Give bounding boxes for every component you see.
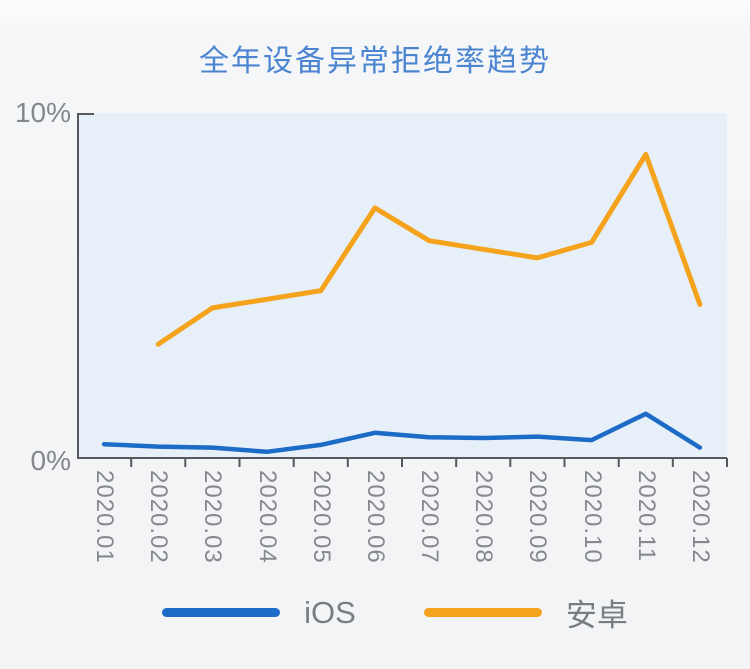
x-axis-label: 2020.05: [307, 470, 335, 564]
x-axis-label: 2020.04: [253, 470, 281, 564]
legend-item-ios[interactable]: iOS: [162, 595, 356, 631]
x-axis-label: 2020.02: [145, 470, 173, 564]
legend-item-android[interactable]: 安卓: [423, 590, 628, 635]
android-line: [155, 151, 703, 347]
chart-title: 全年设备异常拒绝率趋势: [199, 45, 551, 78]
x-axis-label: 2020.06: [361, 470, 389, 564]
legend-swatch-ios: [162, 608, 281, 617]
x-axis-label: 2020.10: [578, 470, 606, 564]
legend-label-ios: iOS: [304, 594, 356, 630]
y-axis-label-min: 0%: [30, 445, 71, 476]
x-axis-label: 2020.07: [416, 470, 444, 564]
x-axis-label: 2020.03: [199, 470, 227, 564]
chart-legend: iOS 安卓: [0, 590, 750, 635]
legend-swatch-android: [423, 608, 542, 617]
x-axis-label: 2020.12: [686, 470, 714, 564]
y-axis-label-max: 10%: [14, 97, 71, 128]
x-axis-label: 2020.01: [91, 470, 119, 564]
x-axis-ticks: [130, 458, 728, 467]
ios-line: [101, 411, 703, 455]
y-axis-line: [77, 113, 94, 459]
plot-area: [77, 113, 727, 458]
legend-label-android: 安卓: [565, 598, 628, 633]
x-axis-label: 2020.09: [524, 470, 552, 564]
x-axis-label: 2020.08: [470, 470, 498, 564]
x-axis-label: 2020.11: [632, 470, 660, 562]
